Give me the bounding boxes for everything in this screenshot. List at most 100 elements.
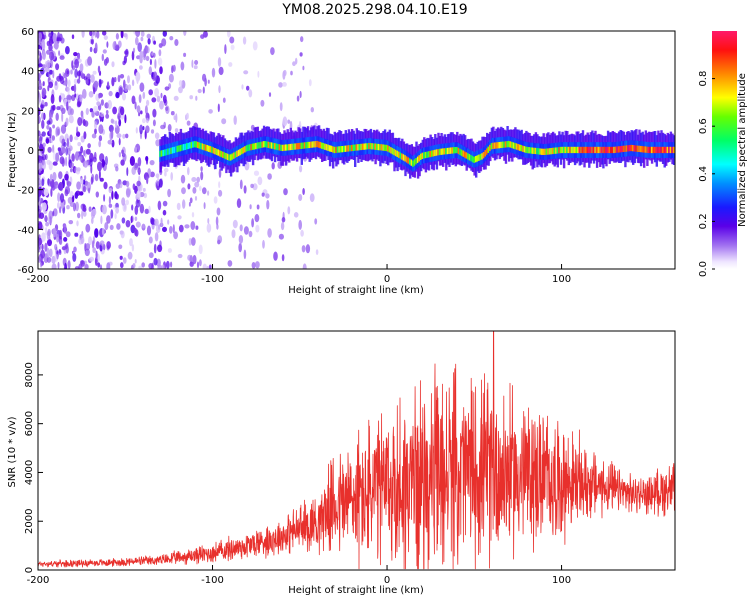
- spectrogram-noise-cell: [46, 159, 51, 165]
- spectrogram-noise-cell: [77, 53, 81, 60]
- spectrogram-noise-cell: [251, 262, 256, 269]
- spectrogram-noise-cell: [81, 209, 84, 220]
- spectrogram-band-core: [584, 146, 588, 154]
- spectrogram-band-core: [396, 150, 399, 157]
- spectrogram-noise-cell: [83, 160, 88, 168]
- spectrogram-noise-cell: [105, 110, 109, 115]
- spectrogram-noise-cell: [74, 151, 80, 161]
- spectrogram-noise-cell: [200, 171, 204, 181]
- spectrogram-noise-cell: [67, 196, 73, 204]
- spectrogram-noise-cell: [202, 86, 205, 94]
- spectrogram-band-core: [160, 150, 164, 157]
- spectrogram-noise-cell: [85, 148, 91, 155]
- spectrogram-noise-cell: [38, 63, 43, 68]
- spectrogram-band-core: [379, 144, 382, 151]
- spectrogram-noise-cell: [42, 81, 45, 87]
- spectrogram-noise-cell: [186, 120, 191, 126]
- spectrogram-noise-cell: [148, 89, 153, 96]
- spectrogram-band-core: [451, 147, 454, 154]
- spectrogram-band-core: [233, 152, 236, 159]
- spectrogram-noise-cell: [265, 193, 270, 199]
- spectrogram-noise-cell: [94, 256, 98, 266]
- spectrogram-noise-cell: [252, 41, 258, 51]
- spectrogram-band-core: [295, 143, 299, 150]
- spectrogram-band-core: [550, 148, 553, 155]
- spectrogram-noise-cell: [178, 86, 183, 94]
- spectrogram-band-core: [380, 144, 384, 151]
- spectrogram-noise-cell: [74, 93, 77, 98]
- spectrogram-noise-cell: [170, 261, 173, 268]
- spectrogram-noise-cell: [138, 265, 143, 269]
- spectrogram-noise-cell: [207, 79, 210, 84]
- spectrogram-band-core: [197, 141, 200, 149]
- spectrogram-noise-cell: [88, 91, 94, 98]
- spectrogram-noise-cell: [82, 88, 87, 99]
- spectrogram-band-core: [292, 143, 296, 150]
- spectrogram-noise-cell: [48, 215, 53, 225]
- spectrogram-band-core: [462, 150, 465, 157]
- spectrogram-band-core: [410, 159, 413, 166]
- spectrogram-noise-cell: [221, 118, 227, 125]
- spectrogram-noise-cell: [173, 231, 179, 240]
- spectrogram-noise-cell: [315, 249, 319, 256]
- spectrogram-noise-cell: [106, 215, 111, 224]
- spectrogram-band-core: [393, 148, 396, 156]
- spectrogram-noise-cell: [156, 95, 161, 103]
- spectrogram-band-core: [372, 143, 376, 150]
- spectrogram-noise-cell: [83, 210, 87, 217]
- spectrogram-band-core: [479, 153, 483, 161]
- spectrogram-noise-cell: [112, 41, 117, 50]
- spectrogram-noise-cell: [149, 58, 152, 66]
- spectrogram-noise-cell: [136, 105, 141, 113]
- spectrogram-band-core: [437, 149, 440, 156]
- spectrogram-noise-cell: [175, 113, 178, 123]
- spectrogram-band-core: [255, 142, 258, 150]
- spectrogram-band-core: [605, 146, 608, 154]
- spectrogram-noise-cell: [44, 60, 49, 71]
- spectrogram-noise-cell: [48, 36, 53, 46]
- spectrogram-noise-cell: [79, 94, 83, 102]
- spectrogram-noise-cell: [55, 63, 60, 71]
- spectrogram-noise-cell: [123, 79, 126, 90]
- spectrogram-noise-cell: [202, 187, 207, 195]
- spectrogram-noise-cell: [195, 225, 199, 230]
- spectrogram-noise-cell: [49, 173, 53, 182]
- spectrogram-band-core: [470, 155, 473, 162]
- spectrogram-band-core: [369, 143, 373, 150]
- spectrogram-noise-cell: [148, 236, 153, 244]
- spectrogram-band-core: [569, 146, 572, 154]
- spectrogram-noise-cell: [118, 244, 123, 250]
- spectrogram-noise-cell: [65, 46, 70, 55]
- x-tick-label: -100: [201, 274, 224, 285]
- spectrogram-noise-cell: [80, 178, 84, 185]
- spectrogram-band-core: [570, 146, 574, 154]
- spectrogram-band-core: [536, 148, 539, 155]
- spectrogram-noise-cell: [139, 65, 143, 70]
- spectrogram-noise-cell: [136, 180, 141, 187]
- spectrogram-noise-cell: [94, 121, 98, 130]
- spectrogram-band-core: [528, 147, 531, 154]
- spectrogram-band-core: [182, 144, 186, 151]
- spectrogram-noise-cell: [141, 262, 145, 268]
- spectrogram-band-core: [540, 148, 544, 155]
- spectrogram-noise-cell: [131, 95, 136, 105]
- spectrogram-noise-cell: [105, 113, 110, 119]
- spectrogram-band-core: [168, 148, 172, 155]
- spectrogram-noise-cell: [130, 224, 136, 234]
- spectrogram-noise-cell: [164, 86, 170, 91]
- spectrogram-noise-cell: [52, 150, 56, 161]
- spectrogram-noise-cell: [238, 242, 242, 253]
- spectrogram-noise-cell: [218, 181, 221, 189]
- spectrogram-band-core: [600, 146, 603, 154]
- spectrogram-noise-cell: [146, 33, 151, 39]
- spectrogram-band-core: [635, 145, 638, 152]
- spectrogram-band-core: [671, 146, 674, 154]
- spectrogram-noise-cell: [103, 194, 106, 202]
- spectrogram-band-core: [407, 157, 410, 164]
- spectrogram-noise-cell: [53, 43, 58, 49]
- spectrogram-noise-cell: [77, 212, 81, 219]
- spectrogram-band-core: [173, 146, 176, 154]
- spectrogram-noise-cell: [167, 248, 172, 253]
- spectrogram-noise-cell: [38, 221, 43, 230]
- spectrogram-band-core: [236, 150, 239, 157]
